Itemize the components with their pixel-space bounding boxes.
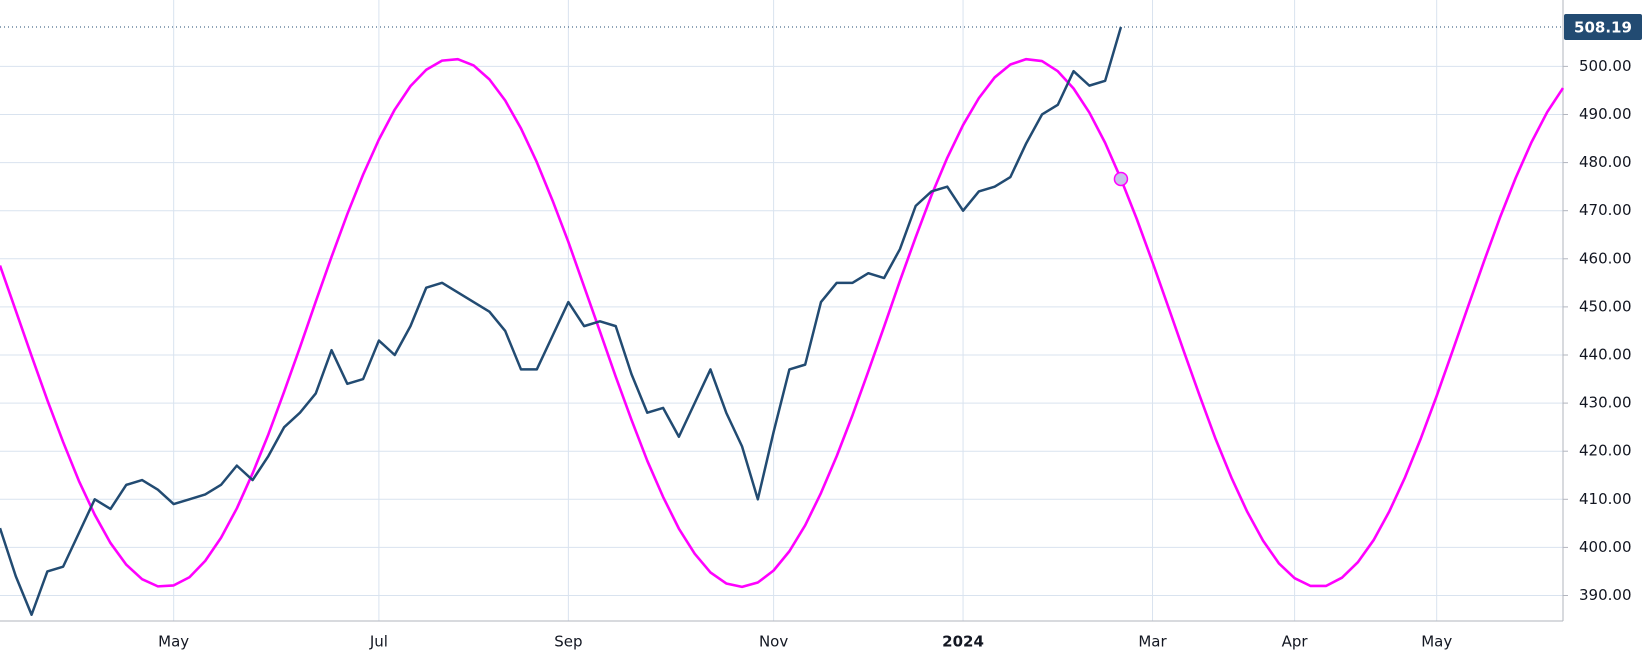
series-line	[0, 57, 1565, 589]
y-tick-label: 390.00	[1579, 586, 1632, 604]
y-tick-label: 470.00	[1579, 201, 1632, 219]
price-tag-label: 508.19	[1574, 18, 1632, 36]
x-tick-label: May	[158, 633, 189, 651]
y-tick-label: 430.00	[1579, 394, 1632, 412]
y-tick-label: 410.00	[1579, 490, 1632, 508]
y-tick-label: 480.00	[1579, 153, 1632, 171]
x-tick-label: Mar	[1138, 633, 1167, 651]
y-tick-label: 400.00	[1579, 538, 1632, 556]
x-tick-label: Apr	[1282, 633, 1309, 651]
x-tick-label: May	[1421, 633, 1452, 651]
y-tick-label: 450.00	[1579, 297, 1632, 315]
x-tick-label: Nov	[759, 633, 788, 651]
series-line	[0, 26, 1123, 616]
y-tick-label: 490.00	[1579, 105, 1632, 123]
y-tick-label: 460.00	[1579, 249, 1632, 267]
y-tick-label: 420.00	[1579, 442, 1632, 460]
y-tick-label: 500.00	[1579, 57, 1632, 75]
y-tick-label: 440.00	[1579, 345, 1632, 363]
x-tick-label: Jul	[369, 633, 388, 651]
price-tag	[1564, 13, 1642, 40]
x-tick-label: 2024	[942, 633, 984, 651]
x-tick-label: Sep	[554, 633, 582, 651]
cycle-marker	[1113, 171, 1129, 187]
